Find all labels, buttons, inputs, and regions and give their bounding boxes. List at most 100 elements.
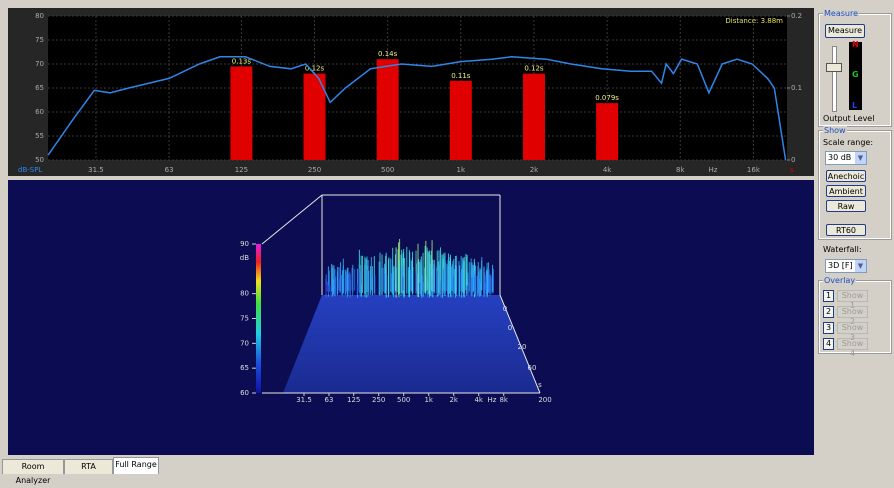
- select-value: 3D [F]: [828, 261, 853, 270]
- output-slider-track: [832, 46, 837, 112]
- overlay-number: 2: [823, 306, 834, 318]
- x-tick-label: 4k: [474, 396, 483, 404]
- x-tick-label: 250: [372, 396, 385, 404]
- depth-label: s: [538, 381, 542, 389]
- y-tick-label: 80: [35, 12, 44, 20]
- overlay-button[interactable]: Show 2: [837, 306, 868, 326]
- y2-tick-label: 0.2: [791, 12, 802, 20]
- x-tick-label: 8k: [676, 166, 685, 174]
- bar-value-label: 0.13s: [232, 57, 252, 65]
- color-bar: [256, 244, 261, 393]
- x-tick-label: 2k: [530, 166, 539, 174]
- y2-axis-label: s: [790, 166, 794, 174]
- app-window: Distance: 3.88m dB-SPL Hz s 50 55 60 65 70 75…: [2, 8, 892, 485]
- y-axis-label: dB-SPL: [18, 166, 42, 174]
- rt60-button[interactable]: RT60: [826, 224, 866, 236]
- waterfall-chart: dB Hz 60 65 70 75 80 90 31.5 63 125 250 500 1k 2k 4k 8…: [8, 180, 814, 455]
- rt60-bar: [230, 66, 253, 160]
- overlay-button[interactable]: Show 1: [837, 290, 868, 310]
- dropdown-arrow: ▼: [855, 152, 866, 164]
- overlay-button[interactable]: Show 4: [837, 338, 868, 358]
- tab[interactable]: RTA: [64, 459, 113, 474]
- depth-label: 20: [518, 343, 527, 351]
- color-bar-tick-label: 60: [240, 389, 249, 397]
- waterfall-select[interactable]: 3D [F] ▼: [825, 259, 867, 273]
- x-tick-label: 63: [325, 396, 334, 404]
- waterfall-label: Waterfall:: [823, 245, 862, 254]
- bar-value-label: 0.11s: [451, 72, 471, 80]
- dropdown-arrow: ▼: [855, 260, 866, 272]
- select-value: 30 dB: [828, 153, 852, 162]
- depth-label: 0: [503, 305, 507, 313]
- x-tick-label: 125: [347, 396, 360, 404]
- measure-button[interactable]: Measure: [825, 24, 865, 38]
- meter-label: N: [852, 40, 859, 49]
- overlay-button[interactable]: Show 3: [837, 322, 868, 342]
- overlay-number: 4: [823, 338, 834, 350]
- x-tick-label: 63: [165, 166, 174, 174]
- tab-active[interactable]: Full Range: [113, 457, 159, 474]
- x-tick-label: 2k: [449, 396, 458, 404]
- group-title: Show: [823, 126, 847, 135]
- waterfall-floor: [283, 295, 540, 393]
- scale-range-label: Scale range:: [823, 138, 874, 147]
- output-slider-thumb[interactable]: [826, 63, 842, 72]
- overlay-number: 1: [823, 290, 834, 302]
- waterfall-box: [261, 194, 541, 394]
- frequency-response-line: [47, 56, 787, 161]
- color-bar-unit: dB: [240, 254, 249, 262]
- frequency-response-chart: Distance: 3.88m dB-SPL Hz s 50 55 60 65 70 75…: [8, 8, 814, 176]
- y-tick-label: 65: [35, 84, 44, 92]
- bar-value-label: 0.12s: [305, 65, 325, 73]
- color-bar-tick-label: 65: [240, 364, 249, 372]
- y2-tick-label: 0: [791, 156, 795, 164]
- x-tick-label: 4k: [603, 166, 612, 174]
- depth-label: 60: [528, 364, 537, 372]
- bar-value-label: 0.12s: [524, 65, 544, 73]
- x-unit-label: Hz: [709, 166, 718, 174]
- raw-button[interactable]: Raw: [826, 200, 866, 212]
- x-tick-label: 500: [397, 396, 410, 404]
- tab[interactable]: Room Analyzer: [2, 459, 64, 485]
- meter-label: L: [852, 101, 858, 110]
- color-bar-tick-label: 80: [240, 290, 249, 298]
- rt60-bar: [522, 73, 545, 160]
- show-group: [818, 130, 892, 240]
- x-tick-label: 31.5: [296, 396, 312, 404]
- level-meter: [849, 42, 862, 110]
- x-tick-label: 500: [381, 166, 394, 174]
- anechoic-button[interactable]: Anechoic: [826, 170, 866, 182]
- x-tick-label: 1k: [457, 166, 466, 174]
- bar-value-label: 0.079s: [595, 94, 619, 102]
- distance-annotation: Distance: 3.88m: [725, 17, 783, 25]
- group-title: Measure: [823, 9, 859, 18]
- x-tick-label: 125: [235, 166, 248, 174]
- x-tick-label: 16k: [747, 166, 761, 174]
- y-tick-label: 75: [35, 36, 44, 44]
- meter-label: G: [852, 70, 859, 79]
- y-tick-label: 70: [35, 60, 44, 68]
- y-tick-label: 60: [35, 108, 44, 116]
- color-bar-tick-label: 90: [240, 240, 249, 248]
- color-bar-tick-label: 70: [240, 339, 249, 347]
- output-level-label: Output Level: [823, 114, 875, 123]
- depth-label: 200: [538, 396, 551, 404]
- y-tick-label: 55: [35, 132, 44, 140]
- rt60-bar: [449, 80, 472, 160]
- group-title: Overlay: [823, 276, 857, 285]
- depth-label: 0: [508, 324, 512, 332]
- waterfall-surface: [325, 238, 494, 298]
- scale-range-select[interactable]: 30 dB ▼: [825, 151, 867, 165]
- overlay-number: 3: [823, 322, 834, 334]
- x-tick-label: 1k: [424, 396, 433, 404]
- x-tick-label: 8k: [499, 396, 508, 404]
- x-tick-label: 31.5: [88, 166, 104, 174]
- x-unit-label: Hz: [488, 396, 497, 404]
- x-tick-label: 250: [308, 166, 321, 174]
- rt60-bar: [596, 103, 619, 160]
- color-bar-tick-label: 75: [240, 315, 249, 323]
- bar-value-label: 0.14s: [378, 50, 398, 58]
- ambient-button[interactable]: Ambient: [826, 185, 866, 197]
- y2-tick-label: 0.1: [791, 84, 802, 92]
- rt60-bar: [303, 73, 326, 160]
